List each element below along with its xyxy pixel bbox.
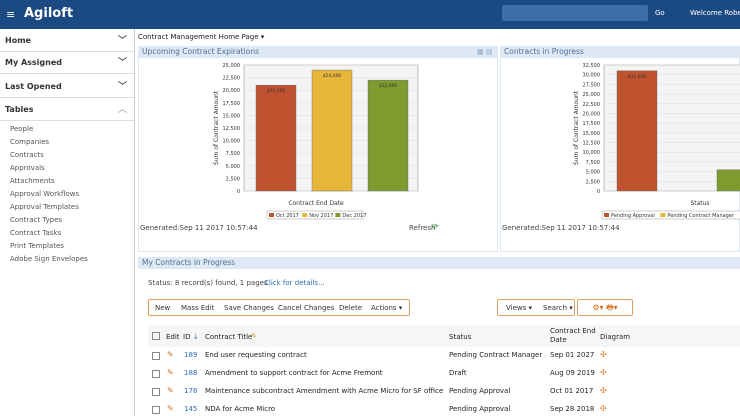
generated: Generated:Sep 11 2017 10:57:44 (502, 224, 620, 232)
checkbox[interactable] (152, 388, 160, 396)
panel-border (138, 46, 498, 252)
table-link[interactable]: Approval Workflows (10, 190, 80, 198)
id-link[interactable]: 188 (184, 369, 198, 377)
id-link[interactable]: 178 (184, 387, 198, 395)
section-label: Tables (5, 105, 34, 114)
page-title-text: Contract Management Home Page (138, 33, 259, 41)
table-link[interactable]: Companies (10, 138, 50, 146)
date-cell: Sep 01 2027 (550, 351, 595, 359)
table-link[interactable]: Contract Tasks (10, 229, 62, 237)
contract-title[interactable]: NDA for Acme Micro (205, 405, 276, 413)
refresh-icon[interactable]: ⟳ (432, 222, 439, 231)
contract-title[interactable]: Amendment to support contract for Acme F… (205, 369, 383, 377)
sidebar-section[interactable]: Home ﹀ (0, 29, 134, 52)
checkbox[interactable] (152, 332, 160, 340)
toolbar-button[interactable]: Actions ▾ (371, 304, 403, 312)
toolbar-button[interactable]: Search ▾ (543, 304, 573, 312)
sidebar-section[interactable]: Tables ︿ (0, 98, 134, 121)
diagram-icon[interactable]: ✣ (600, 386, 607, 395)
toolbar-button[interactable]: Save Changes (224, 304, 274, 312)
date-cell: Sep 28 2018 (550, 405, 595, 413)
toolbar-button[interactable]: Mass Edit (181, 304, 215, 312)
header: ≡ Agiloft Go Welcome Robert (0, 0, 740, 29)
chevron: ︿ (118, 105, 128, 115)
checkbox[interactable] (152, 352, 160, 360)
panel-border (500, 46, 740, 252)
logo[interactable]: Agiloft (24, 6, 74, 21)
right-toolbar: Views ▾ Search ▾ (497, 299, 575, 316)
id-link[interactable]: 189 (184, 351, 198, 359)
table-link[interactable]: Adobe Sign Envelopes (10, 255, 88, 263)
edit-icon: ✎ (251, 332, 257, 340)
chevron: ﹀ (118, 36, 128, 46)
table-link[interactable]: Approvals (10, 164, 45, 172)
checkbox[interactable] (152, 370, 160, 378)
panel-header: My Contracts in Progress (138, 257, 740, 269)
edit-icon[interactable]: ✎ (167, 368, 174, 377)
section-label: Last Opened (5, 82, 62, 91)
go-button[interactable]: Go (655, 9, 665, 17)
refresh[interactable]: Refresh (409, 224, 436, 232)
table-link[interactable]: Contract Types (10, 216, 63, 224)
sidebar: Home ﹀ My Assigned ﹀ Last Opened ﹀ Tables ︿ Peop… (0, 29, 135, 416)
welcome[interactable]: Welcome Robert (690, 9, 740, 17)
column-header[interactable]: Contract End Date (550, 327, 596, 344)
status-cell: Pending Approval (449, 405, 511, 413)
column-header[interactable]: Diagram (600, 333, 631, 341)
toolbar-button[interactable]: Delete (339, 304, 362, 312)
table-link[interactable]: Attachments (10, 177, 55, 185)
checkbox[interactable] (152, 406, 160, 414)
table-header (148, 325, 740, 347)
panel-icons[interactable]: ▦ ▤ (477, 48, 493, 56)
table-link[interactable]: Contracts (10, 151, 44, 159)
edit-icon[interactable]: ✎ (167, 386, 174, 395)
chevron: ﹀ (118, 58, 128, 68)
status-cell: Pending Contract Manager (449, 351, 543, 359)
date-cell: Oct 01 2017 (550, 387, 594, 395)
panel-header: Upcoming Contract Expirations (138, 46, 498, 58)
sort-icon[interactable]: ↓ (193, 333, 199, 341)
toolbar: New Mass Edit Save Changes Cancel Changes De… (148, 299, 410, 316)
column-header[interactable]: Status (449, 333, 472, 341)
edit-icon[interactable]: ✎ (167, 404, 174, 413)
diagram-icon[interactable]: ✣ (600, 350, 607, 359)
icon-buttons[interactable]: ⚙▾ 🖶▾ (577, 299, 633, 316)
status: Status: 8 record(s) found, 1 pages (148, 279, 268, 287)
id-link[interactable]: 145 (184, 405, 198, 413)
section-label: My Assigned (5, 58, 62, 67)
details-link[interactable]: Click for details... (264, 279, 325, 287)
status-cell: Draft (449, 369, 467, 377)
sidebar-section[interactable]: Last Opened ﹀ (0, 75, 134, 98)
chevron: ﹀ (118, 82, 128, 92)
column-header[interactable]: Edit (166, 333, 180, 341)
main: Contract Management Home Page ▾ Upcoming… (135, 29, 740, 416)
column-header[interactable]: Contract Title (205, 333, 253, 341)
table-link[interactable]: Print Templates (10, 242, 64, 250)
contract-title[interactable]: End user requesting contract (205, 351, 307, 359)
generated: Generated:Sep 11 2017 10:57:44 (140, 224, 258, 232)
menu-icon[interactable]: ≡ (6, 8, 16, 21)
toolbar-button[interactable]: Views ▾ (506, 304, 532, 312)
diagram-icon[interactable]: ✣ (600, 368, 607, 377)
edit-icon[interactable]: ✎ (167, 350, 174, 359)
toolbar-button[interactable]: Cancel Changes (278, 304, 335, 312)
page-title[interactable]: Contract Management Home Page ▾ (138, 33, 265, 41)
contract-title[interactable]: Maintenance subcontract Amendment with A… (205, 387, 444, 395)
panel-header: Contracts in Progress (500, 46, 740, 58)
column-header[interactable]: ID (183, 333, 191, 341)
sidebar-section[interactable]: My Assigned ﹀ (0, 51, 134, 74)
date-cell: Aug 09 2019 (550, 369, 595, 377)
status-cell: Pending Approval (449, 387, 511, 395)
section-label: Home (5, 36, 31, 45)
toolbar-button[interactable]: New (155, 304, 171, 312)
search-box[interactable] (502, 5, 648, 21)
diagram-icon[interactable]: ✣ (600, 404, 607, 413)
table-link[interactable]: People (10, 125, 34, 133)
table-link[interactable]: Approval Templates (10, 203, 79, 211)
